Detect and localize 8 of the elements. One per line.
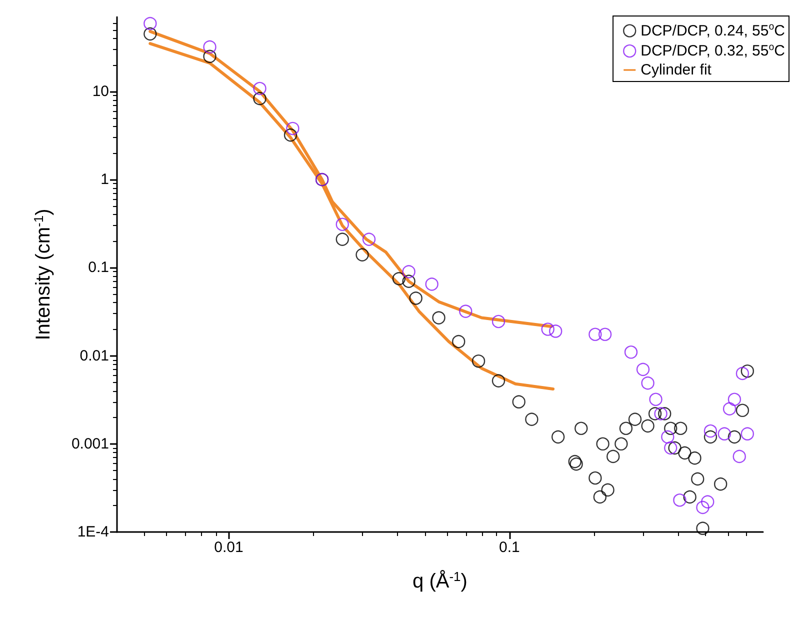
y-tick-label: 10 [92,82,109,100]
y-tick-label: 0.001 [71,435,109,452]
legend-label: Cylinder fit [640,62,712,78]
y-tick-label: 0.01 [80,347,109,364]
y-tick-label: 1 [100,171,109,188]
y-tick-label: 0.1 [88,259,109,276]
y-axis-title: Intensity (cm-1) [31,208,54,340]
y-tick-label: 1E-4 [77,524,109,540]
